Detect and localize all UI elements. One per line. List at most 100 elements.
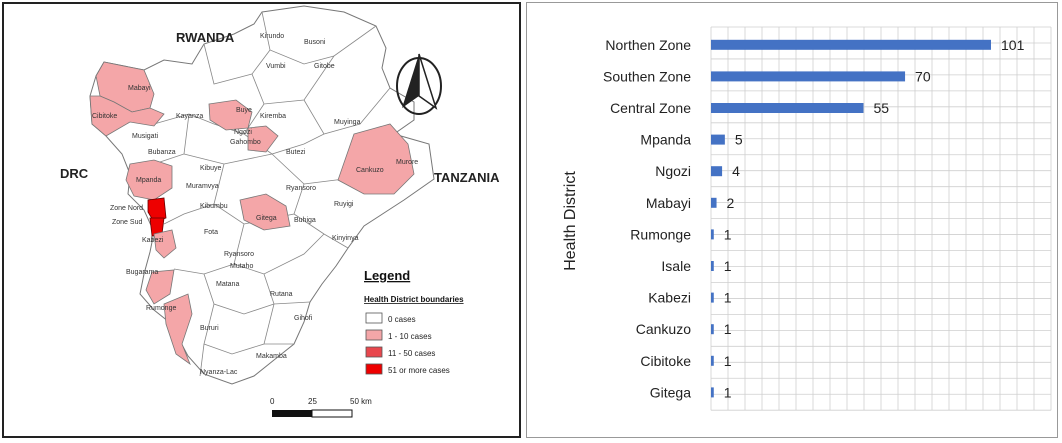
label-gitega: Gitega — [256, 215, 277, 222]
category-label: Mabayi — [646, 195, 691, 211]
legend-label-2: 11 - 50 cases — [388, 349, 435, 358]
label-kabezi: Kabezi — [142, 237, 164, 244]
bar-chart: Health District Northen Zone 101 Southen Z… — [562, 26, 1052, 411]
district-mpanda — [125, 159, 173, 201]
category-label: Northen Zone — [605, 37, 691, 53]
label-mutaho: Mutaho — [230, 263, 253, 270]
scale-tick-2: 50 km — [350, 397, 372, 406]
district-rumonge — [145, 269, 175, 305]
bar — [711, 292, 714, 303]
legend-swatch-2 — [365, 346, 383, 358]
label-ryansoro-top: Ryansoro — [286, 185, 316, 192]
label-buhiga: Buhiga — [294, 217, 316, 224]
label-matana: Matana — [216, 281, 239, 288]
label-cibitoke: Cibitoke — [92, 113, 117, 120]
scale-bar: 0 25 50 km — [270, 397, 372, 418]
bar — [711, 103, 864, 113]
label-mpanda: Mpanda — [136, 177, 161, 184]
label-bubanza: Bubanza — [148, 149, 176, 156]
value-label: 1 — [724, 290, 732, 306]
label-kiremba: Kiremba — [260, 113, 286, 120]
label-makamba: Makamba — [256, 353, 287, 360]
category-label: Southen Zone — [603, 68, 691, 84]
district-cibitoke — [89, 95, 165, 137]
district-rumonge-south — [163, 293, 193, 366]
label-rutana: Rutana — [270, 291, 293, 298]
bar — [711, 134, 725, 145]
category-label: Ngozi — [655, 163, 691, 179]
value-label: 4 — [732, 163, 740, 179]
scale-tick-1: 25 — [308, 397, 317, 406]
scale-tick-0: 0 — [270, 397, 275, 406]
label-zone-sud: Zone Sud — [112, 219, 142, 226]
label-gitobe: Gitobe — [314, 63, 335, 70]
label-muyinga: Muyinga — [334, 119, 361, 126]
district-lines — [129, 11, 391, 377]
bar — [711, 355, 714, 366]
label-musigati: Musigati — [132, 133, 159, 140]
value-label: 101 — [1001, 37, 1025, 53]
label-fota: Fota — [204, 229, 218, 236]
shaded-districts — [89, 61, 415, 366]
bar — [711, 197, 717, 208]
label-mabayi: Mabayi — [128, 85, 151, 92]
label-ngozi: Ngozi — [234, 129, 252, 136]
label-ryansoro: Ryansoro — [224, 251, 254, 258]
bar — [711, 387, 714, 398]
bar — [711, 261, 714, 271]
district-label-group: Kirundo Busoni Vumbi Gitobe Mabayi Cibit… — [92, 33, 418, 376]
map-legend: Legend Health District boundaries 0 case… — [364, 268, 464, 375]
label-drc: DRC — [60, 166, 89, 181]
bar — [711, 166, 723, 177]
y-axis-label: Health District — [562, 171, 579, 271]
category-label: Isale — [661, 258, 691, 274]
value-label: 70 — [915, 68, 931, 84]
label-bugarama: Bugarama — [126, 269, 158, 276]
legend-label-1: 1 - 10 cases — [388, 332, 432, 341]
label-tanzania: TANZANIA — [434, 170, 500, 185]
value-label: 1 — [724, 353, 732, 369]
bar — [711, 324, 714, 335]
legend-swatch-0 — [365, 312, 383, 324]
label-butezi: Butezi — [286, 149, 306, 156]
label-bururi: Bururi — [200, 325, 219, 332]
label-gihofi: Gihofi — [294, 315, 313, 322]
bar — [711, 71, 906, 82]
legend-label-0: 0 cases — [388, 315, 416, 324]
label-kayanza: Kayanza — [176, 113, 203, 120]
label-kibuye: Kibuye — [200, 165, 222, 172]
legend-swatch-3 — [365, 363, 383, 375]
label-kinyinya: Kinyinya — [332, 235, 359, 242]
bar — [711, 39, 991, 50]
label-ruyigi: Ruyigi — [334, 201, 354, 208]
label-busoni: Busoni — [304, 39, 326, 46]
category-label: Kabezi — [648, 290, 691, 306]
label-buye: Buye — [236, 107, 252, 114]
district-gitega — [239, 193, 291, 231]
label-kirundo: Kirundo — [260, 33, 284, 40]
value-label: 1 — [724, 258, 732, 274]
legend-label-3: 51 or more cases — [388, 366, 450, 375]
value-label: 5 — [735, 132, 743, 148]
value-label: 1 — [724, 226, 732, 242]
district-kabezi — [153, 229, 177, 259]
label-rwanda: RWANDA — [176, 30, 235, 45]
map-panel: RWANDA DRC TANZANIA Kirundo Busoni Vumbi… — [2, 2, 521, 438]
value-label: 2 — [727, 195, 735, 211]
label-murore: Murore — [396, 159, 418, 166]
label-cankuzo: Cankuzo — [356, 167, 384, 174]
chart-grid — [710, 26, 1052, 411]
legend-swatch-1 — [365, 329, 383, 341]
bar — [711, 229, 714, 240]
value-label: 1 — [724, 384, 732, 400]
category-label: Cankuzo — [636, 321, 691, 337]
value-label: 55 — [873, 100, 889, 116]
category-label: Cibitoke — [640, 353, 691, 369]
value-label: 1 — [724, 321, 732, 337]
label-kibumbu: Kibumbu — [200, 203, 228, 210]
label-rumonge: Rumonge — [146, 305, 176, 312]
legend-subtitle: Health District boundaries — [364, 295, 464, 304]
label-vumbi: Vumbi — [266, 63, 286, 70]
chart-bars — [711, 39, 991, 398]
label-zone-nord: Zone Nord — [110, 205, 143, 212]
